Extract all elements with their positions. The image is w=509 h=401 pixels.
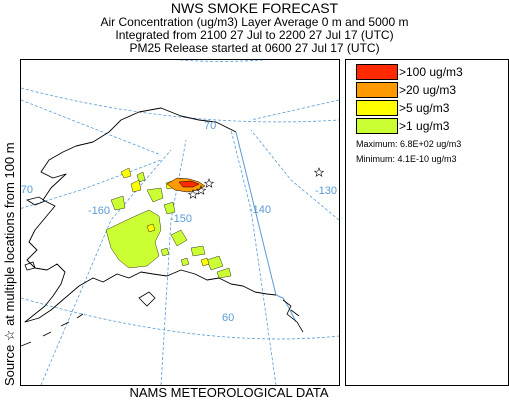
forecast-title: NWS SMOKE FORECAST: [170, 0, 339, 16]
source-star: [195, 185, 207, 195]
map-panel: 70 60 -170 -160 -150 -140 -130: [20, 59, 340, 386]
legend-swatch: [356, 100, 398, 116]
lat-label-70: 70: [204, 120, 216, 132]
source-stars: [187, 167, 325, 199]
plume-tiny-3: [136, 171, 146, 183]
lat-line-70: [21, 87, 339, 123]
meridian-160: [40, 149, 172, 385]
kodiak-island: [138, 291, 156, 307]
smoke-source-region: [166, 177, 206, 193]
st-lawrence-island: [25, 196, 46, 206]
legend-swatch: [356, 118, 398, 134]
smoke-map: 70 60 -170 -160 -150 -140 -130: [21, 60, 339, 385]
plume-west-patch: [110, 195, 126, 211]
latitude-lines: [21, 60, 339, 340]
plume-south-3: [216, 267, 232, 279]
lon-label-130: -130: [315, 185, 337, 197]
legend-panel: >100 ug/m3 >20 ug/m3 >5 ug/m3 >1 ug/m3 M…: [345, 59, 509, 386]
alaska-coastline: [24, 107, 277, 323]
plume-medium-1: [130, 179, 142, 193]
aleutian-chain: [21, 313, 84, 347]
source-location-label: Source ☆ at multiple locations from 100 …: [2, 142, 17, 386]
minimum-value: Minimum: 4.1E-10 ug/m3: [356, 154, 457, 164]
nunivak-island: [24, 261, 36, 271]
concentration-subtitle: Air Concentration (ug/m3) Layer Average …: [100, 15, 409, 29]
meridian-170: [21, 159, 162, 209]
plume-tiny-1: [180, 257, 190, 267]
plume-south-2: [206, 255, 224, 271]
plume-tiny-2: [160, 247, 170, 257]
plume-red: [178, 180, 200, 188]
meridian-150: [160, 139, 187, 385]
legend-label: >20 ug/m3: [399, 83, 457, 97]
legend-swatch: [356, 64, 398, 80]
meridian-130: [250, 129, 339, 221]
smoke-plume-light: [105, 171, 232, 279]
legend-swatch: [356, 82, 398, 98]
plume-medium-north: [120, 167, 132, 179]
meridian-lines: [21, 99, 339, 385]
source-star: [313, 167, 325, 177]
lon-label-140: -140: [249, 204, 271, 216]
lon-label-160: -160: [88, 205, 110, 217]
maximum-value: Maximum: 6.8E+02 ug/m3: [356, 139, 462, 149]
islands: [21, 196, 304, 347]
plume-yk-delta: [105, 209, 162, 269]
integration-period: Integrated from 2100 27 Jul to 2200 27 J…: [115, 28, 394, 42]
release-info: PM25 Release started at 0600 27 Jul 17 (…: [129, 41, 380, 55]
meridian-140: [230, 129, 277, 385]
lat-line-80: [175, 60, 268, 62]
plume-center-1: [163, 201, 176, 215]
source-star: [203, 178, 215, 188]
plume-north-patch: [146, 187, 164, 203]
plume-medium-3: [200, 257, 210, 267]
source-star: [187, 189, 199, 199]
plume-center-2: [170, 229, 188, 247]
lat-label-60: 60: [222, 312, 234, 324]
meridian-120: [250, 99, 339, 121]
southeast-panhandle: [282, 299, 304, 333]
legend-label: >5 ug/m3: [399, 101, 450, 115]
lat-line-60: [21, 297, 339, 340]
meteorological-data-label: NAMS METEOROLOGICAL DATA: [129, 385, 329, 400]
us-canada-border: [235, 131, 297, 323]
plume-medium-4: [146, 223, 156, 233]
legend-label: >100 ug/m3: [399, 65, 463, 79]
lon-label-170: -170: [21, 184, 33, 196]
legend-label: >1 ug/m3: [399, 119, 450, 133]
plume-south-1: [190, 245, 206, 257]
meridian-180: [21, 99, 162, 156]
lon-label-150: -150: [170, 213, 192, 225]
